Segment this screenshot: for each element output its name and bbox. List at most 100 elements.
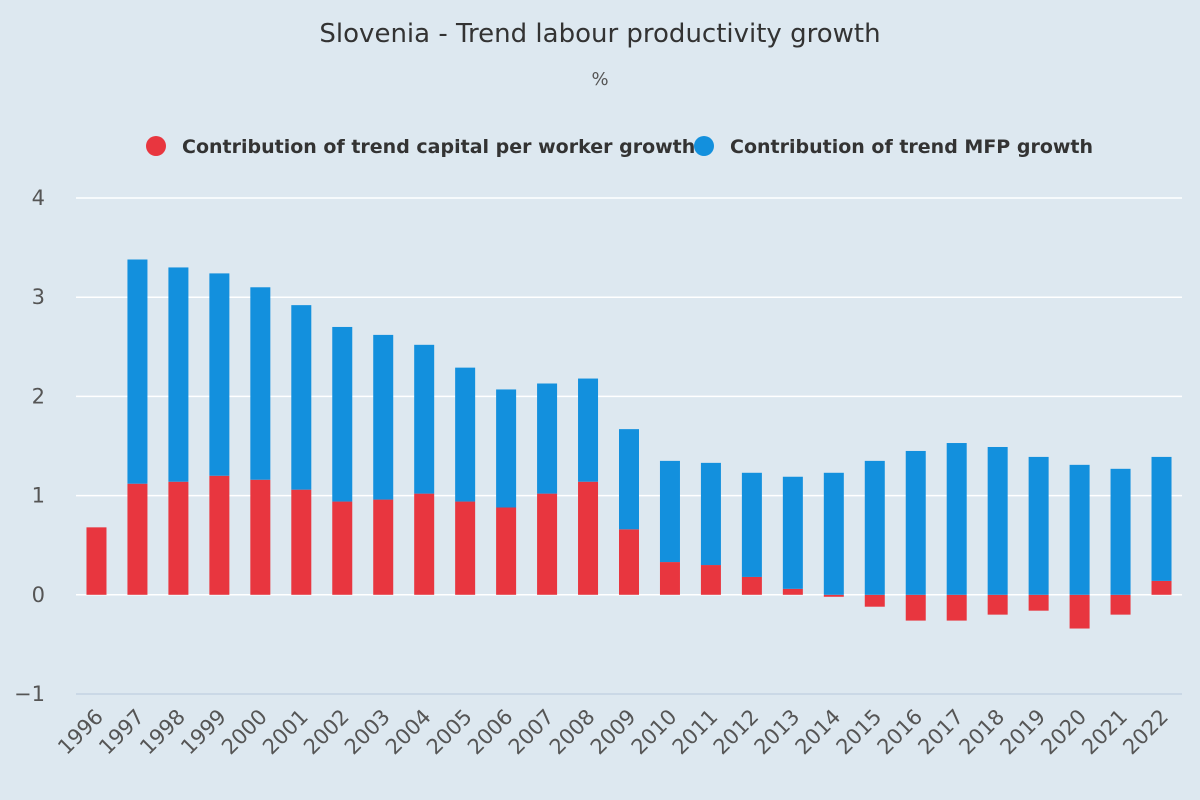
- bar-mfp-2008[interactable]: [578, 378, 599, 482]
- x-tick-label: 2010: [627, 705, 682, 760]
- x-tick-label: 2012: [709, 705, 764, 760]
- bar-capital-2020[interactable]: [1069, 594, 1090, 629]
- bar-mfp-1997[interactable]: [127, 259, 148, 484]
- bar-capital-2008[interactable]: [578, 481, 599, 595]
- x-tick-label: 2002: [299, 705, 354, 760]
- bar-capital-2005[interactable]: [455, 501, 476, 595]
- bar-capital-1998[interactable]: [168, 481, 189, 595]
- bars: [86, 259, 1172, 629]
- legend: Contribution of trend capital per worker…: [146, 136, 1093, 158]
- bar-mfp-2020[interactable]: [1069, 464, 1090, 595]
- bar-mfp-2007[interactable]: [537, 383, 558, 494]
- x-tick-label: 1996: [53, 705, 108, 760]
- x-tick-label: 2001: [258, 705, 313, 760]
- bar-mfp-2022[interactable]: [1151, 456, 1172, 581]
- x-tick-label: 2014: [791, 705, 846, 760]
- legend-marker-capital: [146, 136, 166, 156]
- bar-capital-2003[interactable]: [373, 499, 394, 595]
- x-tick-label: 1997: [94, 705, 149, 760]
- bar-capital-2004[interactable]: [414, 493, 435, 595]
- bar-capital-2015[interactable]: [864, 594, 885, 607]
- bar-capital-2013[interactable]: [782, 588, 803, 595]
- y-axis-ticks: −1 0 1 2 3 4: [14, 186, 45, 706]
- bar-capital-2007[interactable]: [537, 493, 558, 595]
- x-tick-label: 2015: [832, 705, 887, 760]
- y-tick-label: 2: [32, 384, 45, 408]
- x-tick-label: 2005: [422, 705, 477, 760]
- x-tick-label: 2018: [954, 705, 1009, 760]
- bar-capital-2014[interactable]: [823, 594, 844, 597]
- bar-mfp-2014[interactable]: [823, 472, 844, 595]
- bar-capital-2016[interactable]: [905, 594, 926, 621]
- x-tick-label: 2022: [1118, 705, 1173, 760]
- bar-capital-1996[interactable]: [86, 527, 107, 595]
- legend-marker-mfp: [694, 136, 714, 156]
- bar-mfp-2002[interactable]: [332, 326, 353, 502]
- bar-mfp-1999[interactable]: [209, 273, 230, 476]
- legend-label-mfp: Contribution of trend MFP growth: [730, 136, 1093, 158]
- x-tick-label: 2013: [750, 705, 805, 760]
- bar-capital-2001[interactable]: [291, 489, 312, 595]
- bar-capital-2018[interactable]: [987, 594, 1008, 615]
- chart-title: Slovenia - Trend labour productivity gro…: [319, 19, 880, 49]
- bar-mfp-2021[interactable]: [1110, 468, 1131, 595]
- x-tick-label: 2000: [217, 705, 272, 760]
- bar-mfp-2017[interactable]: [946, 443, 967, 595]
- bar-capital-2000[interactable]: [250, 479, 271, 595]
- bar-mfp-2018[interactable]: [987, 446, 1008, 595]
- y-tick-label: −1: [14, 682, 45, 706]
- y-tick-label: 3: [32, 285, 45, 309]
- bar-capital-2019[interactable]: [1028, 594, 1049, 611]
- bar-mfp-2006[interactable]: [496, 389, 517, 508]
- x-tick-label: 2003: [340, 705, 395, 760]
- bar-capital-2009[interactable]: [619, 529, 639, 595]
- bar-mfp-2013[interactable]: [782, 476, 803, 589]
- x-axis-ticks: 1996199719981999200020012002200320042005…: [53, 705, 1173, 760]
- x-tick-label: 2007: [504, 705, 559, 760]
- bar-mfp-1998[interactable]: [168, 267, 189, 482]
- bar-mfp-2000[interactable]: [250, 287, 271, 480]
- y-tick-label: 1: [32, 484, 45, 508]
- x-tick-label: 2008: [545, 705, 600, 760]
- bar-capital-2022[interactable]: [1151, 580, 1172, 595]
- bar-mfp-2011[interactable]: [700, 462, 721, 566]
- bar-capital-1999[interactable]: [209, 475, 230, 595]
- bar-mfp-2019[interactable]: [1028, 456, 1049, 595]
- x-tick-label: 1999: [176, 705, 231, 760]
- bar-mfp-2009[interactable]: [619, 429, 639, 530]
- bar-capital-1997[interactable]: [127, 483, 148, 595]
- legend-label-capital: Contribution of trend capital per worker…: [182, 136, 695, 158]
- bar-mfp-2005[interactable]: [455, 367, 476, 502]
- x-tick-label: 2004: [381, 705, 436, 760]
- x-tick-label: 2020: [1036, 705, 1091, 760]
- bar-mfp-2001[interactable]: [291, 305, 312, 490]
- bar-capital-2006[interactable]: [496, 507, 517, 595]
- x-tick-label: 2017: [913, 705, 968, 760]
- bar-mfp-2016[interactable]: [905, 450, 926, 595]
- x-tick-label: 2011: [668, 705, 723, 760]
- x-tick-label: 2021: [1077, 705, 1132, 760]
- bar-capital-2021[interactable]: [1110, 594, 1131, 615]
- bar-mfp-2015[interactable]: [864, 460, 885, 595]
- x-tick-label: 2016: [873, 705, 928, 760]
- x-tick-label: 2009: [586, 705, 641, 760]
- bar-capital-2012[interactable]: [741, 576, 762, 595]
- bar-mfp-2012[interactable]: [741, 472, 762, 577]
- bar-capital-2011[interactable]: [700, 565, 721, 595]
- bar-mfp-2010[interactable]: [659, 460, 680, 563]
- bar-capital-2010[interactable]: [659, 562, 680, 595]
- y-tick-label: 4: [32, 186, 45, 210]
- x-tick-label: 2006: [463, 705, 518, 760]
- x-tick-label: 1998: [135, 705, 190, 760]
- bar-capital-2002[interactable]: [332, 501, 353, 595]
- y-tick-label: 0: [32, 583, 45, 607]
- legend-item-capital[interactable]: Contribution of trend capital per worker…: [146, 136, 695, 158]
- x-tick-label: 2019: [995, 705, 1050, 760]
- chart-subtitle: %: [591, 69, 608, 90]
- bar-mfp-2004[interactable]: [414, 344, 435, 494]
- legend-item-mfp[interactable]: Contribution of trend MFP growth: [694, 136, 1093, 158]
- bar-mfp-2003[interactable]: [373, 334, 394, 500]
- bar-capital-2017[interactable]: [946, 594, 967, 621]
